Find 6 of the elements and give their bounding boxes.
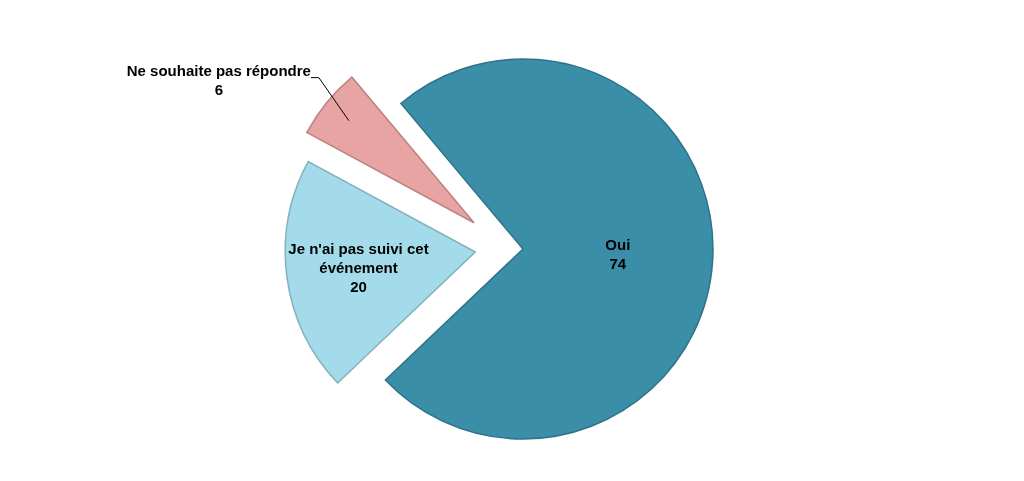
slice-label: Ne souhaite pas répondre xyxy=(126,62,311,80)
slice-label: Oui xyxy=(605,235,631,253)
data-label: 74 xyxy=(609,254,627,272)
data-label: 6 xyxy=(214,81,224,99)
data-label: 20 xyxy=(350,277,367,295)
slice-label: Je n'ai pas suivi cet événement xyxy=(288,239,429,276)
